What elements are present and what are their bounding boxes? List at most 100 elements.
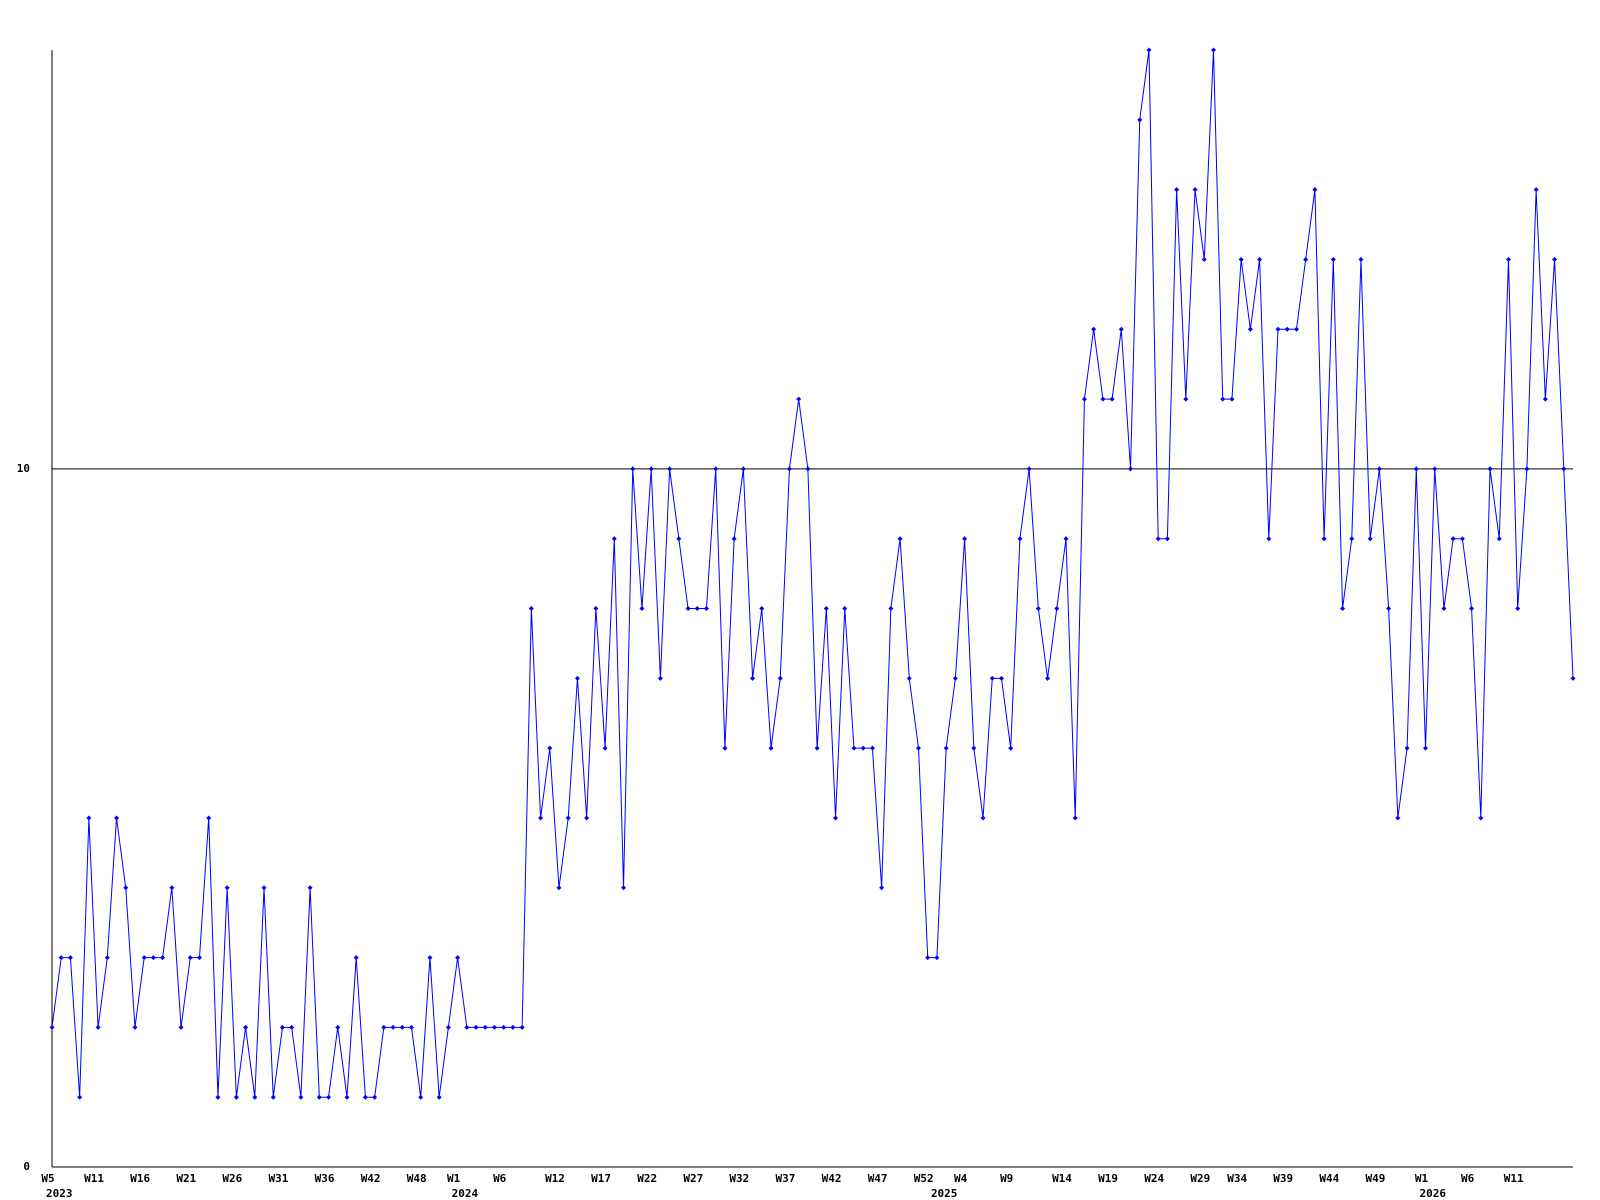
data-point <box>805 466 811 472</box>
data-point <box>326 1094 332 1100</box>
data-point <box>418 1094 424 1100</box>
data-point <box>510 1024 516 1030</box>
data-point <box>473 1024 479 1030</box>
x-tick-label: W24 <box>1144 1172 1164 1185</box>
data-point <box>1349 536 1355 542</box>
data-point <box>814 745 820 751</box>
data-point <box>1561 466 1567 472</box>
y-tick-label: 0 <box>23 1160 30 1173</box>
data-point <box>676 536 682 542</box>
data-point <box>86 815 92 821</box>
data-point <box>1155 536 1161 542</box>
data-point <box>602 745 608 751</box>
data-point <box>1524 466 1530 472</box>
data-point <box>694 606 700 611</box>
x-tick-label: W6 <box>493 1172 507 1185</box>
x-tick-label: W16 <box>130 1172 150 1185</box>
data-point <box>1275 326 1281 332</box>
x-tick-label: W6 <box>1461 1172 1475 1185</box>
data-point <box>178 1024 184 1030</box>
data-point <box>1072 815 1078 821</box>
data-point <box>353 955 359 961</box>
data-point <box>833 815 839 821</box>
data-point <box>962 536 968 542</box>
data-point <box>335 1024 341 1030</box>
data-point <box>565 815 571 821</box>
data-point <box>1358 256 1364 262</box>
x-tick-label: W31 <box>269 1172 289 1185</box>
data-point <box>252 1094 258 1100</box>
x-tick-label: W21 <box>176 1172 196 1185</box>
data-point <box>1026 466 1032 472</box>
data-point <box>989 675 995 681</box>
data-point <box>344 1094 350 1100</box>
data-point <box>611 536 617 542</box>
data-point <box>1128 466 1134 472</box>
data-point <box>1229 396 1235 402</box>
data-point <box>971 745 977 751</box>
data-point <box>1404 745 1410 751</box>
data-point <box>464 1024 470 1030</box>
data-point <box>67 955 73 961</box>
data-point <box>888 606 894 611</box>
data-point <box>685 606 691 611</box>
data-point <box>206 815 212 821</box>
data-point <box>1192 187 1198 193</box>
data-point <box>1008 745 1014 751</box>
data-point <box>1395 815 1401 821</box>
x-tick-label: W26 <box>222 1172 242 1185</box>
x-tick-label: W42 <box>822 1172 842 1185</box>
data-point <box>1247 326 1253 332</box>
x-tick-label: W52 <box>914 1172 934 1185</box>
x-tick-label: W39 <box>1273 1172 1293 1185</box>
data-point <box>1091 326 1097 332</box>
data-point <box>1137 117 1143 123</box>
data-point <box>722 745 728 751</box>
data-point <box>916 745 922 751</box>
data-point <box>860 745 866 751</box>
data-point <box>547 745 553 751</box>
data-point <box>1210 47 1216 53</box>
x-tick-label: W1 <box>447 1172 461 1185</box>
data-point <box>621 885 627 891</box>
x-tick-label: W42 <box>361 1172 381 1185</box>
x-tick-label: W1 <box>1415 1172 1429 1185</box>
data-point <box>1432 466 1438 472</box>
data-point <box>667 466 673 472</box>
data-point <box>1100 396 1106 402</box>
data-point <box>95 1024 101 1030</box>
data-point <box>1321 536 1327 542</box>
data-point <box>362 1094 368 1100</box>
x-tick-label: W19 <box>1098 1172 1118 1185</box>
data-point <box>381 1024 387 1030</box>
data-point <box>1183 396 1189 402</box>
data-point <box>980 815 986 821</box>
x-year-label: 2025 <box>931 1187 958 1200</box>
data-point <box>1118 326 1124 332</box>
data-point <box>657 675 663 681</box>
data-point <box>842 606 848 611</box>
y-tick-label: 10 <box>17 462 30 475</box>
x-tick-label: W27 <box>683 1172 703 1185</box>
x-tick-label: W32 <box>729 1172 749 1185</box>
data-point <box>390 1024 396 1030</box>
data-point <box>998 675 1004 681</box>
data-point <box>372 1094 378 1100</box>
data-point <box>104 955 110 961</box>
data-point <box>584 815 590 821</box>
data-point <box>1478 815 1484 821</box>
data-point <box>482 1024 488 1030</box>
x-tick-label: W14 <box>1052 1172 1072 1185</box>
data-point <box>943 745 949 751</box>
data-point <box>925 955 931 961</box>
data-point <box>270 1094 276 1100</box>
x-tick-label: W44 <box>1319 1172 1339 1185</box>
data-point <box>1220 396 1226 402</box>
data-point <box>1109 396 1115 402</box>
data-point <box>556 885 562 891</box>
x-tick-label: W49 <box>1365 1172 1385 1185</box>
x-tick-label: W9 <box>1000 1172 1013 1185</box>
x-tick-label: W34 <box>1227 1172 1247 1185</box>
x-tick-label: W29 <box>1190 1172 1210 1185</box>
